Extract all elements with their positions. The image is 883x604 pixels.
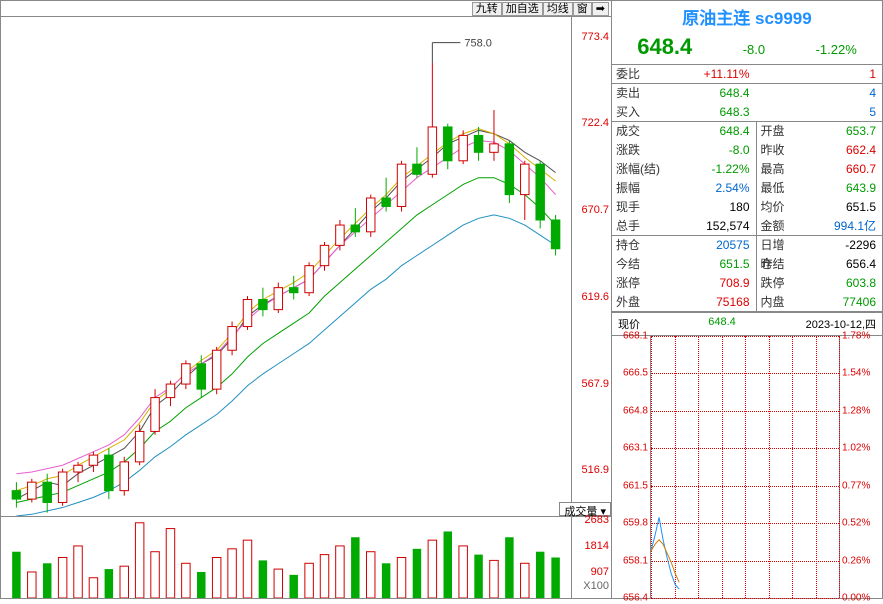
quote-row: 成交648.4开盘653.7 (612, 122, 882, 141)
candlestick-chart-area: 758.0 773.4722.4670.7619.6567.9516.9 (1, 17, 611, 516)
tick-chart-body (650, 336, 840, 598)
svg-text:758.0: 758.0 (464, 38, 492, 50)
quote-price-row: 648.4 -8.0 -1.22% (612, 32, 882, 64)
quote-label: 总手 (612, 217, 667, 235)
quote-label: 振幅 (612, 179, 667, 198)
tick-chart-panel: 现价 648.4 2023-10-12,四 668.1666.5664.8663… (612, 312, 882, 598)
chart-toolbar: 九转 加自选 均线 窗 ➡ (1, 1, 611, 17)
quote-value2: 662.4 (794, 141, 883, 160)
quote-value: 2.54% (667, 179, 756, 198)
quote-value: 75168 (667, 293, 756, 311)
quote-label: 外盘 (612, 293, 667, 311)
quote-label2: 昨结 (756, 255, 794, 274)
volume-chart[interactable] (1, 517, 571, 598)
quote-row: 涨停708.9跌停603.8 (612, 274, 882, 293)
quote-label2: 最高 (756, 160, 794, 179)
quote-value2: 1 (794, 65, 883, 83)
quote-value2: 994.1亿 (794, 217, 883, 235)
quote-label: 委比 (612, 65, 667, 83)
quote-value: 708.9 (667, 274, 756, 293)
quote-value2: -2296 (794, 236, 883, 255)
toolbar-window-button[interactable]: 窗 (573, 2, 592, 16)
toolbar-ma-button[interactable]: 均线 (543, 2, 573, 16)
quote-value2: 660.7 (794, 160, 883, 179)
toolbar-next-button[interactable]: ➡ (592, 2, 609, 16)
chart-y-axis: 773.4722.4670.7619.6567.9516.9 (571, 17, 611, 516)
candlestick-chart[interactable]: 758.0 (1, 17, 571, 516)
quote-row: 今结651.5昨结656.4 (612, 255, 882, 274)
app-container: 九转 加自选 均线 窗 ➡ 758.0 773.4722.4670.7619.6… (0, 0, 883, 599)
quote-value: 648.3 (667, 103, 756, 121)
quote-row: 现手180均价651.5 (612, 198, 882, 217)
quote-value2: 603.8 (794, 274, 883, 293)
quote-value2: 653.7 (794, 122, 883, 141)
toolbar-add-favorite-button[interactable]: 加自选 (502, 2, 543, 16)
chart-panel: 九转 加自选 均线 窗 ➡ 758.0 773.4722.4670.7619.6… (1, 1, 612, 598)
quote-row: 买入648.3 5 (612, 103, 882, 122)
quote-value: 648.4 (667, 84, 756, 103)
quote-value2: 643.9 (794, 179, 883, 198)
tick-chart[interactable]: 668.1666.5664.8663.1661.5659.8658.1656.4… (612, 336, 882, 598)
quote-row: 卖出648.4 4 (612, 84, 882, 103)
quote-value: +11.11% (667, 65, 756, 83)
quote-value: 651.5 (667, 255, 756, 274)
tick-price: 648.4 (658, 316, 786, 332)
quote-value2: 656.4 (794, 255, 883, 274)
quote-value: 152,574 (667, 217, 756, 235)
quote-value2: 77406 (794, 293, 883, 311)
price-change: -8.0 (743, 42, 765, 57)
quote-label: 持仓 (612, 236, 667, 255)
quote-row: 涨幅(结)-1.22%最高660.7 (612, 160, 882, 179)
quote-label2: 昨收 (756, 141, 794, 160)
quote-label: 成交 (612, 122, 667, 141)
quote-row: 持仓20575日增仓-2296 (612, 236, 882, 255)
quote-value: 180 (667, 198, 756, 217)
quote-label2: 日增仓 (756, 236, 794, 255)
quote-grid: 委比+11.11%1卖出648.44买入648.35成交648.4开盘653.7… (612, 64, 882, 312)
quote-row: 总手152,574金额994.1亿 (612, 217, 882, 236)
quote-row: 振幅2.54%最低643.9 (612, 179, 882, 198)
quote-label2: 均价 (756, 198, 794, 217)
quote-value2: 4 (794, 84, 883, 103)
instrument-name: 原油主连 sc9999 (682, 9, 811, 28)
toolbar-nine-turn-button[interactable]: 九转 (472, 2, 502, 16)
pct-change: -1.22% (816, 42, 857, 57)
quote-value: -1.22% (667, 160, 756, 179)
quote-label: 涨停 (612, 274, 667, 293)
quote-value2: 5 (794, 103, 883, 121)
quote-label2: 内盘 (756, 293, 794, 311)
quote-value: -8.0 (667, 141, 756, 160)
quote-panel: 原油主连 sc9999 648.4 -8.0 -1.22% 委比+11.11% 1… (612, 1, 882, 598)
quote-label: 涨跌 (612, 141, 667, 160)
tick-right-axis: 1.78%1.54%1.28%1.02%0.77%0.52%0.26%0.00% (840, 336, 882, 598)
quote-label: 卖出 (612, 84, 667, 103)
volume-y-axis: 26831814907X100 (571, 517, 611, 598)
quote-row: 外盘75168内盘77406 (612, 293, 882, 312)
quote-value2: 651.5 (794, 198, 883, 217)
quote-row: 委比+11.11% 1 (612, 65, 882, 84)
quote-label: 买入 (612, 103, 667, 121)
quote-label2: 最低 (756, 179, 794, 198)
quote-value: 648.4 (667, 122, 756, 141)
last-price: 648.4 (637, 34, 692, 60)
quote-label: 现手 (612, 198, 667, 217)
quote-label2: 开盘 (756, 122, 794, 141)
quote-label2: 金额 (756, 217, 794, 235)
quote-row: 涨跌-8.0昨收662.4 (612, 141, 882, 160)
quote-value: 20575 (667, 236, 756, 255)
quote-label: 今结 (612, 255, 667, 274)
tick-left-axis: 668.1666.5664.8663.1661.5659.8658.1656.4 (612, 336, 650, 598)
quote-label: 涨幅(结) (612, 160, 667, 179)
quote-label2: 跌停 (756, 274, 794, 293)
quote-title: 原油主连 sc9999 (612, 1, 882, 32)
volume-chart-area: 26831814907X100 (1, 516, 611, 598)
